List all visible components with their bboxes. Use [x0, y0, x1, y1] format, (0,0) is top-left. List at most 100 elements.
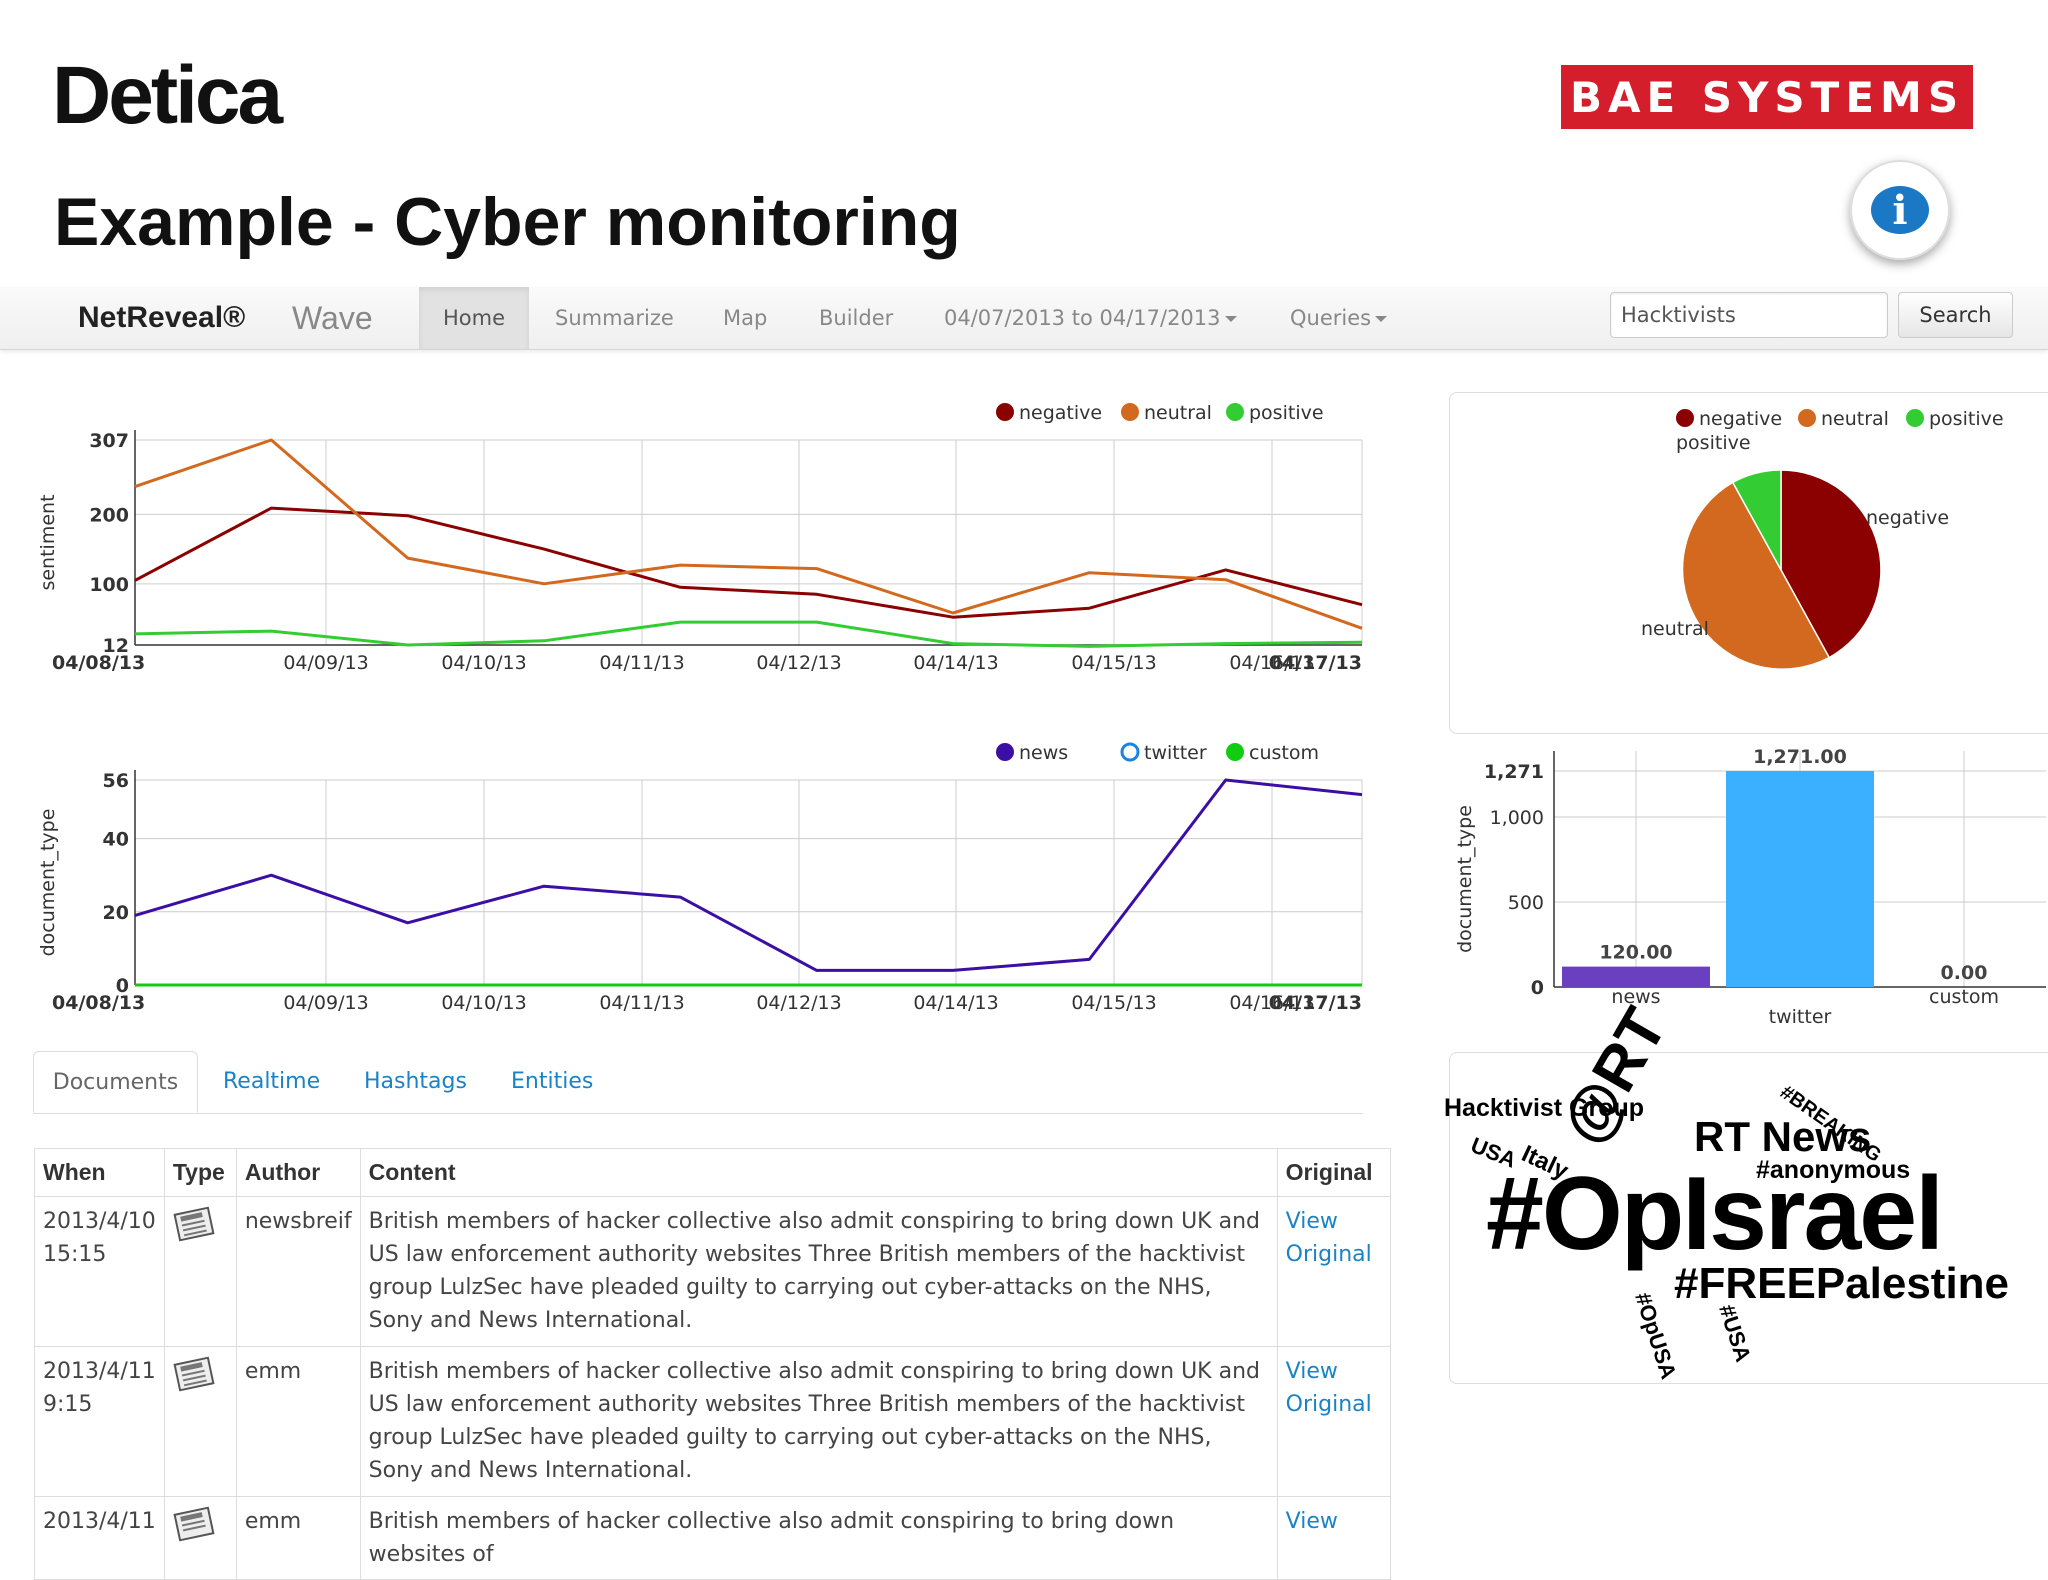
y-tick-label: 200	[89, 504, 129, 526]
sentiment-pie-chart: negative neutral negative neutral positive po…	[1641, 408, 2004, 670]
table-row: 2013/4/11 9:15 emm British members of ha…	[34, 1346, 1391, 1497]
legend-marker-news	[996, 743, 1014, 761]
cell-author: emm	[235, 1496, 361, 1580]
search-input[interactable]	[1610, 292, 1888, 338]
x-tick-label: 04/15/13	[1071, 652, 1156, 674]
tab-realtime[interactable]: Realtime	[223, 1069, 321, 1094]
y-tick-label: 1,271	[1484, 761, 1544, 783]
bar-data-label: 1,271.00	[1753, 746, 1847, 768]
word-cloud-term[interactable]: #USA	[1714, 1301, 1757, 1365]
info-button[interactable]: i	[1850, 160, 1950, 260]
word-cloud-term[interactable]: #anonymous	[1756, 1156, 1911, 1184]
x-tick-label: 04/15/13	[1071, 992, 1156, 1014]
legend-label-news: news	[1019, 742, 1068, 764]
nav-home[interactable]: Home	[419, 287, 529, 349]
nav-queries-label: Queries	[1290, 306, 1372, 330]
column-header-content[interactable]: Content	[359, 1148, 1278, 1197]
search-button[interactable]: Search	[1898, 292, 2013, 338]
view-original-link[interactable]: View Original	[1285, 1209, 1372, 1267]
x-tick-label: 04/17/13	[1269, 652, 1362, 674]
document-type-line-chart: 56 40 20 004/08/13 04/09/13 04/10/13 04/11/13 0…	[37, 742, 1363, 1014]
pie-slice-neutral	[1681, 481, 1831, 670]
column-header-type[interactable]: Type	[163, 1148, 237, 1197]
tab-hashtags[interactable]: Hashtags	[364, 1069, 467, 1094]
y-tick-label: 12	[103, 635, 129, 657]
x-tick-label: 04/14/13	[913, 652, 998, 674]
cell-when: 2013/4/10 15:15	[34, 1196, 165, 1347]
view-original-link[interactable]: View Original	[1285, 1359, 1372, 1417]
cell-content: British members of hacker collective als…	[359, 1346, 1278, 1497]
x-tick-label: 04/09/13	[283, 992, 368, 1014]
series-line-news	[134, 778, 1363, 972]
x-tick-label: 04/11/13	[599, 992, 684, 1014]
word-cloud-term[interactable]: #OpIsrael	[1486, 1156, 1944, 1272]
word-cloud-term[interactable]: #OpUSA	[1630, 1289, 1682, 1382]
legend-label-positive: positive	[1249, 402, 1324, 424]
bar-news	[1562, 966, 1710, 987]
legend-label-neutral: neutral	[1144, 402, 1212, 424]
nav-home-label: Home	[442, 306, 505, 330]
newspaper-icon	[173, 1356, 215, 1392]
cell-original: View	[1276, 1496, 1391, 1580]
x-tick-label: 04/08/13	[52, 652, 145, 674]
word-cloud-term[interactable]: Hacktivist Group	[1444, 1094, 1645, 1122]
bar-twitter	[1726, 771, 1874, 987]
x-tick-label: 04/16/13	[1229, 992, 1314, 1014]
cell-original: View Original	[1276, 1196, 1391, 1347]
column-header-original[interactable]: Original	[1276, 1148, 1391, 1197]
nav-queries-dropdown[interactable]: Queries	[1290, 287, 1388, 349]
x-tick-label: 04/08/13	[52, 992, 145, 1014]
nav-date-range-label: 04/07/2013 to 04/17/2013	[944, 306, 1221, 330]
cell-when: 2013/4/11	[34, 1496, 165, 1580]
column-header-author[interactable]: Author	[235, 1148, 361, 1197]
cell-content: British members of hacker collective als…	[359, 1496, 1278, 1580]
cell-type	[163, 1496, 237, 1580]
legend-label-overflow: positive	[1676, 432, 1751, 454]
pie-label-negative: negative	[1866, 507, 1949, 529]
caret-down-icon	[1224, 316, 1237, 322]
cell-original: View Original	[1276, 1346, 1391, 1497]
table-row: 2013/4/11 emm British members of hacker …	[34, 1496, 1391, 1580]
legend-marker-twitter	[1120, 742, 1140, 762]
legend-label-negative: negative	[1019, 402, 1102, 424]
legend-marker-custom	[1226, 743, 1244, 761]
view-original-link[interactable]: View	[1285, 1509, 1338, 1534]
y-tick-label: 40	[103, 829, 129, 851]
detica-logo: Detica	[52, 50, 283, 141]
x-tick-label: 04/10/13	[441, 992, 526, 1014]
bae-systems-logo: BAE SYSTEMS	[1561, 65, 1973, 129]
nav-map[interactable]: Map	[723, 287, 767, 349]
pie-slice-positive	[1731, 469, 1782, 571]
nav-brand-sub: Wave	[292, 300, 373, 336]
cell-content: British members of hacker collective als…	[359, 1196, 1278, 1347]
nav-builder[interactable]: Builder	[819, 287, 893, 349]
y-tick-label: 1,000	[1490, 807, 1544, 829]
nav-brand[interactable]: NetReveal®	[78, 301, 246, 334]
y-tick-label: 307	[89, 430, 129, 452]
legend-marker-negative	[996, 403, 1014, 421]
nav-summarize[interactable]: Summarize	[555, 287, 674, 349]
legend-label-negative: negative	[1699, 408, 1782, 430]
word-cloud-term[interactable]: RT News	[1694, 1113, 1872, 1160]
y-tick-label: 500	[1508, 892, 1544, 914]
caret-down-icon	[1375, 316, 1388, 322]
cell-when: 2013/4/11 9:15	[34, 1346, 165, 1497]
x-tick-label: 04/09/13	[283, 652, 368, 674]
tab-documents[interactable]: Documents	[33, 1051, 198, 1113]
legend-marker-positive	[1226, 403, 1244, 421]
word-cloud-term[interactable]: #FREEPalestine	[1674, 1259, 2010, 1308]
cell-author: emm	[235, 1346, 361, 1497]
column-header-when[interactable]: When	[34, 1148, 165, 1197]
word-cloud-panel	[1449, 1052, 2048, 1384]
tab-entities[interactable]: Entities	[511, 1069, 594, 1094]
y-axis-label: document_type	[1454, 805, 1476, 953]
x-tick-label: custom	[1929, 986, 1999, 1008]
nav-summarize-label: Summarize	[555, 306, 674, 330]
nav-date-range-dropdown[interactable]: 04/07/2013 to 04/17/2013	[944, 287, 1237, 349]
series-line-positive	[134, 620, 1363, 648]
cell-author: newsbreif	[235, 1196, 361, 1347]
nav-builder-label: Builder	[819, 306, 894, 330]
y-tick-label: 20	[103, 902, 129, 924]
x-tick-label: 04/14/13	[913, 992, 998, 1014]
